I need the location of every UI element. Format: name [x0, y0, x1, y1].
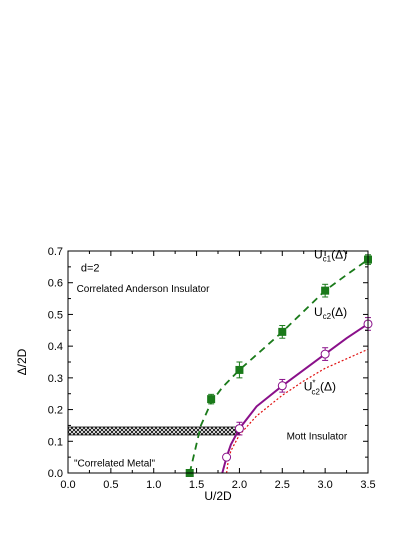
series-2-fit-line: [226, 348, 369, 474]
uc2-curve-label: Uc2(Δ): [314, 305, 347, 321]
y-tick-label: 0.4: [48, 341, 63, 353]
uc2-sub: c2: [323, 312, 332, 321]
series-1-point: [320, 349, 330, 359]
uc2-star-curve-label: U* c2(Δ): [304, 379, 336, 397]
y-tick-label: 0.0: [48, 468, 63, 480]
series-0-point: [321, 286, 330, 295]
x-tick-label: 2.0: [232, 479, 247, 491]
x-tick-label: 2.5: [275, 479, 290, 491]
correlated-metal-label: "Correlated Metal": [74, 459, 155, 470]
x-tick-label: 1.0: [146, 479, 161, 491]
correlated-metal-band: [67, 426, 240, 436]
series-0-point: [278, 327, 287, 336]
uc1-base: U: [314, 248, 323, 262]
y-axis-label: Δ/2D: [15, 348, 29, 375]
uc2star-rest: (Δ): [320, 380, 336, 394]
uc2star-sub: c2: [312, 388, 321, 397]
uc1-sub: c1: [323, 255, 332, 264]
series-0-point: [235, 365, 244, 374]
uc1-rest: (Δ): [331, 248, 347, 262]
y-tick-label: 0.6: [48, 278, 63, 290]
series-1-point: [277, 381, 287, 391]
x-axis-label: U/2D: [204, 489, 232, 503]
x-tick-label: 0.5: [103, 479, 118, 491]
series-0-fit-line: [188, 258, 369, 474]
dimension-label: d=2: [81, 263, 100, 275]
series-1-point: [222, 452, 232, 462]
data-points-layer: [185, 254, 373, 477]
uc2-rest: (Δ): [331, 305, 347, 319]
uc2-base: U: [314, 305, 323, 319]
series-1-fit-line: [221, 323, 369, 474]
uc1-curve-label: Uc1(Δ): [314, 248, 347, 264]
anderson-insulator-label: Correlated Anderson Insulator: [77, 284, 211, 295]
x-tick-label: 3.5: [360, 479, 375, 491]
series-0-point: [207, 395, 216, 404]
axis-ticks-layer: 0.0 0.5 1.0 1.5 2.0 2.5 3.0 3.5 0.0 0.1 0.2 0.3 0.4 0…: [48, 246, 376, 491]
y-tick-label: 0.7: [48, 246, 63, 258]
metal-band-layer: [67, 426, 240, 436]
series-1-point: [234, 424, 244, 434]
x-tick-label: 0.0: [60, 479, 75, 491]
uc2star-sup: *: [312, 379, 315, 388]
x-tick-label: 1.5: [189, 479, 204, 491]
y-tick-label: 0.2: [48, 405, 63, 417]
x-tick-label: 3.0: [317, 479, 332, 491]
uc2star-base: U: [304, 380, 313, 394]
y-tick-label: 0.1: [48, 436, 63, 448]
y-tick-label: 0.5: [48, 309, 63, 321]
mott-insulator-label: Mott Insulator: [287, 432, 348, 443]
y-tick-label: 0.3: [48, 373, 63, 385]
